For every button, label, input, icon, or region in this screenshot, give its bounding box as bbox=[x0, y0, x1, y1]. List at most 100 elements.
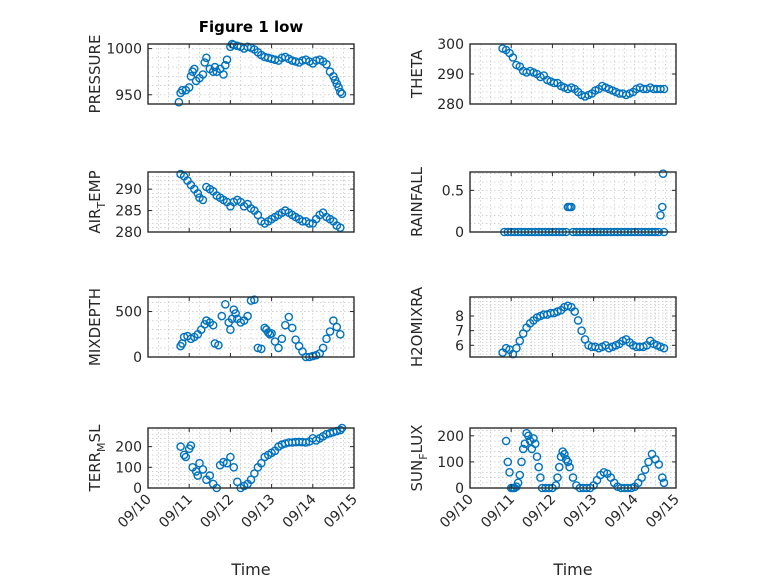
y-axis-label: SUNFLUX bbox=[408, 425, 430, 492]
data-point bbox=[659, 478, 669, 488]
x-tick-label: 09/13 bbox=[239, 492, 279, 532]
y-axis-label: TERRMSL bbox=[86, 424, 108, 493]
y-tick-label: 100 bbox=[437, 455, 464, 471]
data-point bbox=[198, 465, 208, 474]
data-point bbox=[518, 444, 528, 454]
series-markers bbox=[176, 295, 345, 362]
data-point bbox=[179, 450, 189, 460]
data-point bbox=[231, 309, 240, 318]
x-axis-label: Time bbox=[552, 560, 592, 579]
data-point bbox=[515, 336, 525, 346]
x-axis-label: Time bbox=[230, 560, 270, 579]
chart-title: Figure 1 low bbox=[199, 18, 304, 36]
data-point bbox=[277, 334, 287, 344]
data-point bbox=[219, 70, 228, 79]
data-point bbox=[205, 471, 215, 480]
data-point bbox=[534, 462, 544, 472]
data-point bbox=[530, 439, 540, 449]
data-point bbox=[184, 83, 194, 92]
data-point bbox=[250, 295, 259, 305]
y-axis-label: H2OMIXRA bbox=[408, 286, 426, 367]
axes-frame bbox=[147, 427, 355, 489]
data-point bbox=[186, 72, 196, 81]
data-point bbox=[637, 473, 647, 482]
subplot-5: 0 500 MIXDEPTH bbox=[86, 288, 355, 366]
axes-frame bbox=[147, 171, 355, 233]
data-point bbox=[334, 83, 343, 92]
data-point bbox=[174, 97, 184, 107]
data-point bbox=[208, 67, 218, 76]
y-tick-label: 285 bbox=[115, 204, 142, 220]
data-point bbox=[181, 452, 191, 462]
y-tick-label: 200 bbox=[115, 440, 142, 456]
data-point bbox=[332, 322, 342, 332]
data-point bbox=[505, 467, 514, 477]
x-tick-label: 09/11 bbox=[156, 492, 196, 532]
x-tick-label: 09/15 bbox=[643, 492, 683, 532]
data-point bbox=[284, 312, 294, 322]
x-tick-label: 09/12 bbox=[519, 492, 559, 532]
y-tick-label: 280 bbox=[115, 225, 142, 241]
x-tick-label: 09/14 bbox=[280, 491, 320, 531]
data-point bbox=[329, 316, 338, 325]
data-point bbox=[177, 85, 187, 95]
data-point bbox=[567, 202, 576, 212]
x-tick-label: 09/10 bbox=[115, 492, 155, 532]
data-point bbox=[573, 316, 583, 325]
series-markers bbox=[176, 169, 345, 232]
series-markers bbox=[174, 39, 347, 107]
data-point bbox=[640, 465, 650, 475]
data-point bbox=[226, 325, 235, 335]
series-markers bbox=[501, 428, 669, 493]
data-point bbox=[553, 473, 562, 482]
axes-frame bbox=[147, 296, 355, 358]
y-tick-label: 1000 bbox=[106, 42, 142, 58]
data-point bbox=[253, 343, 263, 353]
data-point bbox=[524, 431, 533, 441]
y-tick-label: 300 bbox=[437, 37, 464, 53]
data-point bbox=[560, 449, 569, 459]
data-point bbox=[515, 470, 525, 480]
data-point bbox=[335, 425, 345, 435]
data-point bbox=[656, 84, 665, 94]
data-point bbox=[220, 60, 230, 70]
subplot-4: 0 0.5 RAINFALL bbox=[408, 166, 677, 241]
data-point bbox=[322, 334, 331, 344]
data-point bbox=[193, 189, 203, 198]
axes-frame bbox=[469, 171, 677, 233]
series-markers bbox=[498, 301, 669, 359]
y-axis-label: AIRTEMP bbox=[86, 170, 108, 233]
data-point bbox=[287, 323, 297, 333]
y-axis-label: PRESSURE bbox=[86, 35, 104, 114]
data-point bbox=[256, 344, 266, 354]
y-tick-label: 0 bbox=[455, 225, 464, 241]
y-axis-label: THETA bbox=[408, 49, 426, 99]
subplot-2: 280 290 300 THETA bbox=[408, 37, 677, 113]
data-point bbox=[263, 328, 273, 337]
x-tick-label: 09/13 bbox=[561, 492, 601, 532]
x-tick-label: 09/14 bbox=[602, 491, 642, 531]
data-point bbox=[253, 210, 263, 220]
data-point bbox=[193, 471, 203, 480]
data-point bbox=[226, 452, 235, 462]
data-point bbox=[305, 219, 314, 228]
y-tick-label: 500 bbox=[115, 305, 142, 321]
data-point bbox=[549, 78, 559, 88]
y-tick-label: 280 bbox=[437, 97, 464, 113]
data-point bbox=[658, 169, 668, 178]
axes-frame bbox=[469, 296, 677, 358]
data-point bbox=[536, 473, 545, 482]
data-point bbox=[210, 62, 220, 72]
data-point bbox=[322, 60, 331, 69]
data-point bbox=[243, 311, 252, 321]
data-point bbox=[202, 53, 211, 63]
data-point bbox=[291, 335, 300, 345]
data-point bbox=[656, 210, 665, 220]
data-point bbox=[517, 457, 526, 467]
data-point bbox=[318, 343, 328, 353]
x-tick-label: 09/12 bbox=[197, 492, 237, 532]
data-point bbox=[512, 343, 521, 353]
y-tick-label: 290 bbox=[115, 182, 142, 198]
